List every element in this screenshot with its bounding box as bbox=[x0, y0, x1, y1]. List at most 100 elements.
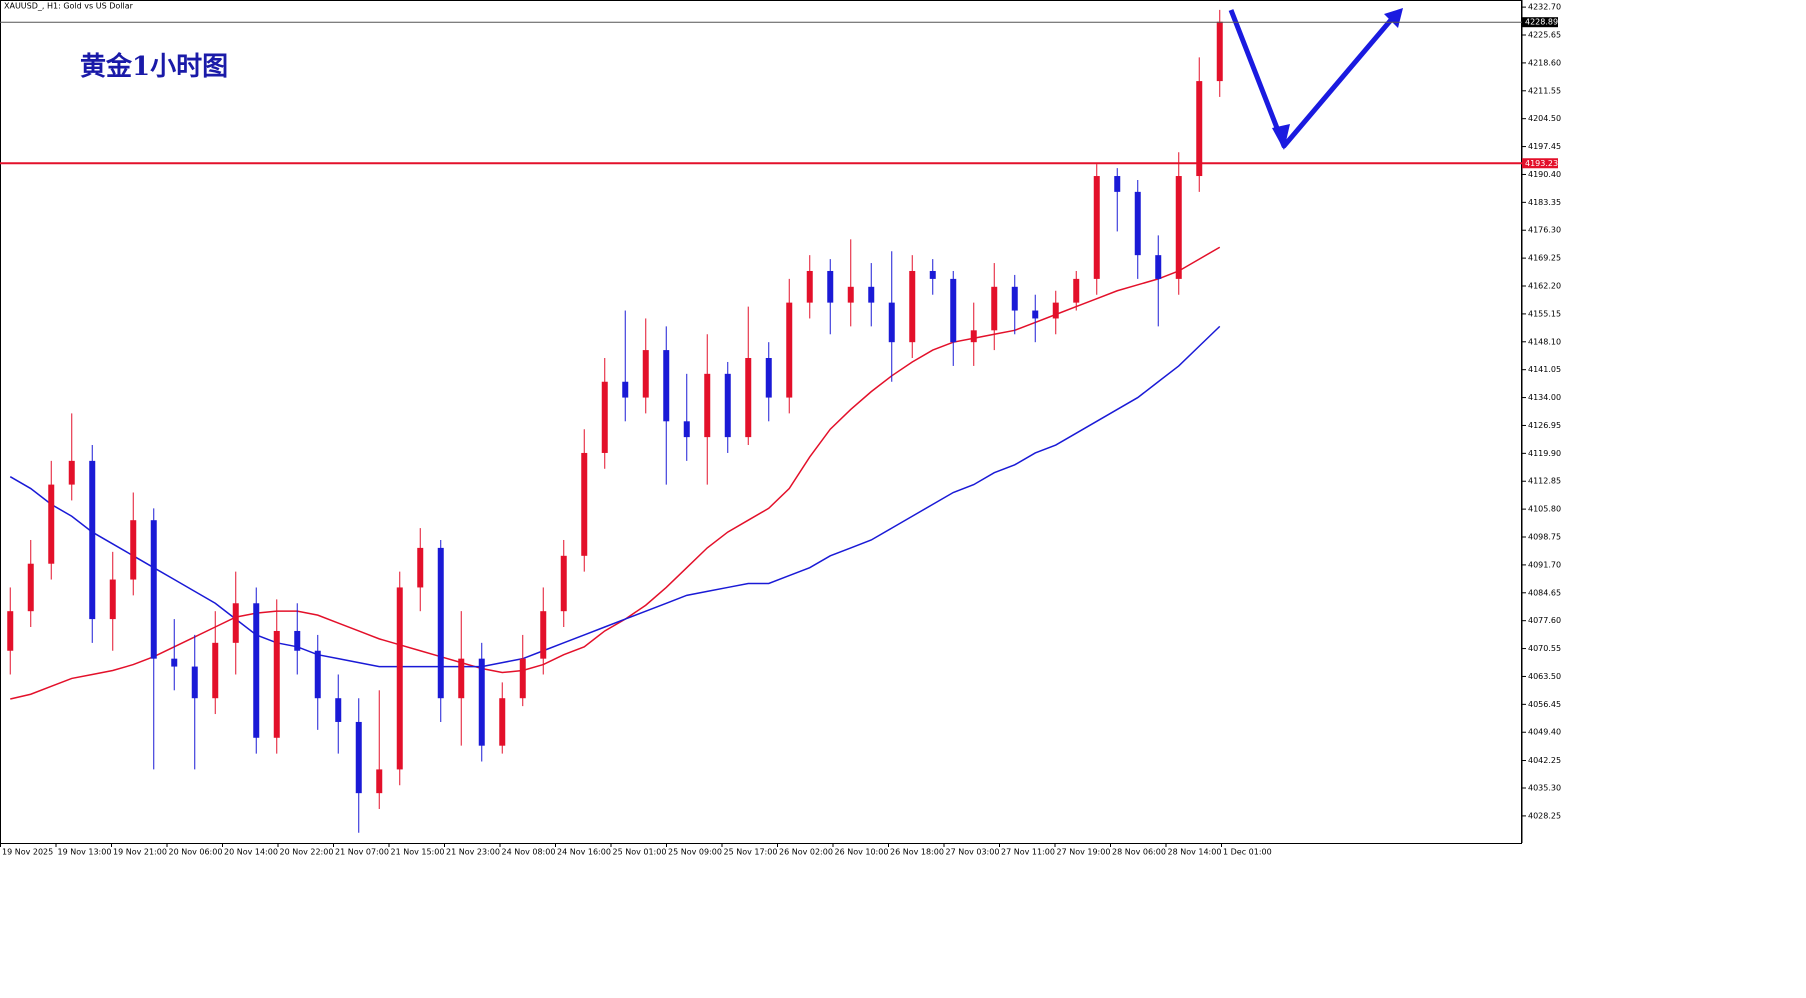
candle-body bbox=[704, 373, 711, 438]
candle-body bbox=[540, 611, 547, 659]
price-label-box bbox=[1522, 158, 1558, 169]
y-tick-label: 4197.45 bbox=[1528, 142, 1561, 151]
y-tick-label: 4119.90 bbox=[1528, 449, 1561, 458]
candle-body bbox=[437, 547, 444, 699]
y-tick-label: 4204.50 bbox=[1528, 114, 1561, 123]
candle-body bbox=[417, 547, 424, 588]
x-tick-label: 21 Nov 23:00 bbox=[446, 848, 500, 857]
x-tick-label: 21 Nov 15:00 bbox=[391, 848, 445, 857]
candle-body bbox=[622, 381, 629, 398]
candle-body bbox=[991, 286, 998, 331]
x-tick-label: 20 Nov 06:00 bbox=[169, 848, 223, 857]
y-tick-label: 4225.65 bbox=[1528, 31, 1561, 40]
candle-body bbox=[27, 563, 34, 612]
x-tick-label: 19 Nov 21:00 bbox=[113, 848, 167, 857]
candle-body bbox=[1073, 278, 1080, 303]
y-tick-label: 4211.55 bbox=[1528, 86, 1561, 95]
candle-body bbox=[1196, 81, 1203, 177]
x-tick-label: 21 Nov 07:00 bbox=[335, 848, 389, 857]
candle-body bbox=[1093, 176, 1100, 279]
x-tick-label: 1 Dec 01:00 bbox=[1223, 848, 1272, 857]
candle-body bbox=[765, 358, 772, 398]
candle-body bbox=[89, 460, 96, 620]
arrow-head bbox=[1384, 8, 1403, 28]
y-tick-label: 4141.05 bbox=[1528, 365, 1561, 374]
y-tick-label: 4049.40 bbox=[1528, 728, 1561, 737]
x-tick-label: 26 Nov 10:00 bbox=[835, 848, 889, 857]
y-tick-label: 4105.80 bbox=[1528, 505, 1561, 514]
x-tick-label: 27 Nov 03:00 bbox=[946, 848, 1000, 857]
price-label: 4228.89 bbox=[1525, 18, 1558, 27]
candle-body bbox=[7, 611, 14, 651]
candle-body bbox=[847, 286, 854, 303]
y-tick-label: 4148.10 bbox=[1528, 337, 1561, 346]
candle-body bbox=[1134, 191, 1141, 256]
candle-body bbox=[396, 587, 403, 770]
candle-body bbox=[806, 270, 813, 303]
y-tick-label: 4134.00 bbox=[1528, 393, 1561, 402]
x-tick-label: 26 Nov 02:00 bbox=[779, 848, 833, 857]
y-tick-label: 4183.35 bbox=[1528, 198, 1561, 207]
candle-body bbox=[171, 658, 178, 667]
candle-body bbox=[888, 302, 895, 343]
x-tick-label: 24 Nov 16:00 bbox=[557, 848, 611, 857]
y-tick-label: 4126.95 bbox=[1528, 421, 1561, 430]
arrow-head bbox=[1272, 124, 1290, 150]
candle-body bbox=[1155, 255, 1162, 279]
x-tick-label: 19 Nov 13:00 bbox=[58, 848, 112, 857]
candle-body bbox=[827, 270, 834, 303]
x-tick-label: 25 Nov 17:00 bbox=[724, 848, 778, 857]
y-tick-label: 4091.70 bbox=[1528, 560, 1561, 569]
candle-body bbox=[929, 270, 936, 279]
candle-body bbox=[376, 769, 383, 794]
candle-body bbox=[950, 278, 957, 343]
candle-body bbox=[109, 579, 116, 620]
x-tick-label: 25 Nov 01:00 bbox=[613, 848, 667, 857]
chart-header: XAUUSD_, H1: Gold vs US Dollar bbox=[4, 2, 134, 11]
candle-body bbox=[1216, 21, 1223, 82]
candle-body bbox=[970, 330, 977, 343]
y-tick-label: 4169.25 bbox=[1528, 254, 1561, 263]
candle-body bbox=[1114, 176, 1121, 192]
x-tick-label: 25 Nov 09:00 bbox=[668, 848, 722, 857]
candle-body bbox=[1052, 302, 1059, 319]
y-tick-label: 4056.45 bbox=[1528, 700, 1561, 709]
y-tick-label: 4077.60 bbox=[1528, 616, 1561, 625]
candle-body bbox=[314, 650, 321, 699]
candle-body bbox=[642, 350, 649, 398]
x-tick-label: 19 Nov 2025 bbox=[2, 848, 53, 857]
y-tick-label: 4063.50 bbox=[1528, 672, 1561, 681]
price-label-box bbox=[1522, 17, 1558, 28]
moving-average bbox=[9, 325, 1221, 668]
candle-body bbox=[294, 630, 301, 651]
x-tick-label: 28 Nov 14:00 bbox=[1168, 848, 1222, 857]
moving-average bbox=[10, 246, 1221, 700]
candle-body bbox=[499, 698, 506, 746]
candle-body bbox=[868, 286, 875, 303]
x-tick-label: 27 Nov 11:00 bbox=[1001, 848, 1055, 857]
candle-body bbox=[130, 520, 137, 580]
candle-body bbox=[724, 373, 731, 438]
candle-body bbox=[273, 630, 280, 738]
arrow-path bbox=[1228, 9, 1398, 149]
candle-body bbox=[478, 658, 485, 746]
candle-body bbox=[683, 421, 690, 438]
annotation-arrow bbox=[1228, 8, 1403, 150]
price-label: 4193.23 bbox=[1525, 159, 1558, 168]
x-tick-label: 28 Nov 06:00 bbox=[1112, 848, 1166, 857]
candle-body bbox=[1011, 286, 1018, 311]
candle-body bbox=[786, 302, 793, 398]
candle-body bbox=[48, 484, 55, 564]
candle-body bbox=[68, 460, 75, 485]
y-tick-label: 4028.25 bbox=[1528, 811, 1561, 820]
candle-body bbox=[1175, 176, 1182, 279]
x-tick-label: 27 Nov 19:00 bbox=[1057, 848, 1111, 857]
y-tick-label: 4035.30 bbox=[1528, 784, 1561, 793]
plot-frame bbox=[0, 0, 1522, 844]
y-tick-label: 4084.65 bbox=[1528, 588, 1561, 597]
candle-body bbox=[150, 520, 157, 659]
candle-body bbox=[745, 358, 752, 438]
